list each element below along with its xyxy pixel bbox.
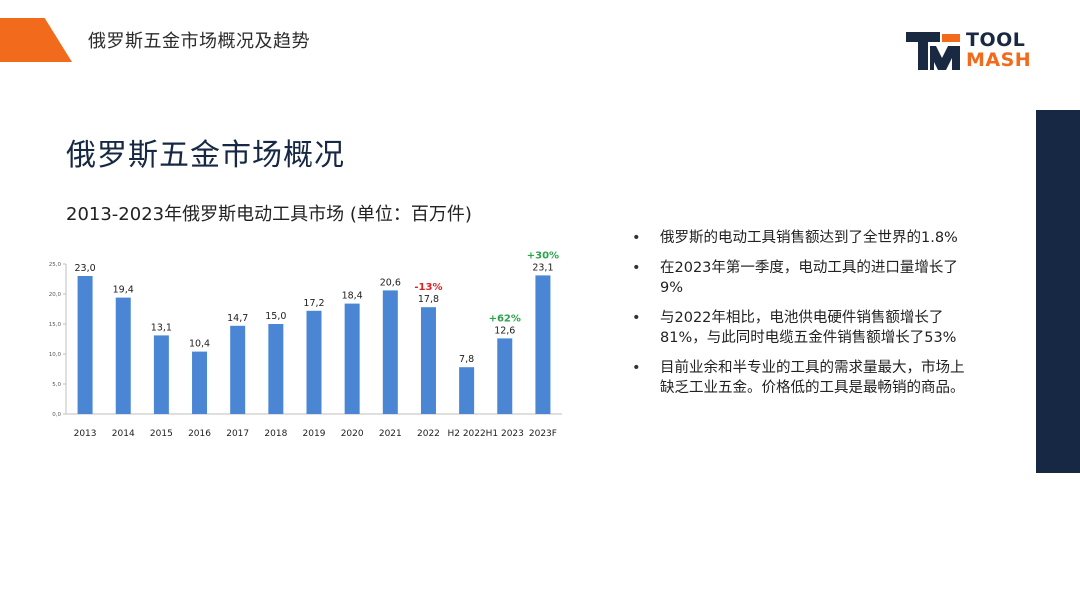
bar (382, 290, 398, 414)
bullet-item: 与2022年相比，电池供电硬件销售额增长了81%，与此同时电缆五金件销售额增长了… (632, 308, 977, 348)
y-tick-label: 10,0 (49, 352, 62, 358)
data-label: 13,1 (151, 322, 172, 333)
bullet-list: 俄罗斯的电动工具销售额达到了全世界的1.8% 在2023年第一季度，电动工具的进… (632, 228, 977, 408)
data-label: 18,4 (342, 291, 363, 302)
header-title: 俄罗斯五金市场概况及趋势 (88, 31, 310, 52)
y-tick-label: 25,0 (49, 262, 62, 268)
bullet-item: 俄罗斯的电动工具销售额达到了全世界的1.8% (632, 228, 977, 248)
x-tick-label: H2 2022 (447, 429, 485, 439)
change-annotation: +30% (527, 250, 559, 261)
data-label: 12,6 (494, 325, 515, 336)
toolmash-logo: TOOL MASH (906, 30, 1041, 72)
x-tick-label: 2020 (341, 429, 364, 439)
logo-text-tool: TOOL (966, 29, 1026, 51)
bullet-item: 目前业余和半专业的工具的需求量最大，市场上缺乏工业五金。价格低的工具是最畅销的商… (632, 358, 977, 398)
data-label: 14,7 (227, 313, 248, 324)
change-annotation: +62% (489, 313, 521, 324)
bar (115, 297, 131, 414)
data-label: 23,0 (74, 263, 95, 274)
bar (535, 275, 551, 414)
data-label: 19,4 (113, 285, 134, 296)
x-tick-label: 2015 (150, 429, 173, 439)
data-label: 15,0 (265, 311, 286, 322)
corner-accent-shape (0, 18, 72, 62)
x-tick-label: 2017 (226, 429, 249, 439)
data-label: 10,4 (189, 339, 210, 350)
bar (268, 324, 284, 414)
bullet-item: 在2023年第一季度，电动工具的进口量增长了9% (632, 258, 977, 298)
data-label: 20,6 (380, 277, 401, 288)
x-tick-label: 2013 (74, 429, 97, 439)
bar (344, 303, 360, 414)
x-tick-label: 2023F (529, 429, 557, 439)
data-label: 17,2 (303, 298, 324, 309)
chart-title: 2013-2023年俄罗斯电动工具市场 (单位：百万件) (66, 204, 472, 225)
x-tick-label: 2022 (417, 429, 440, 439)
x-tick-label: 2021 (379, 429, 402, 439)
bar (497, 338, 513, 414)
bar-chart: 0,0 5,0 10,0 15,0 20,0 25,0 23,0 2013 19,4 2014 13… (49, 250, 562, 439)
bar (459, 367, 475, 414)
x-tick-label: 2016 (188, 429, 211, 439)
logo-wordmark: TOOL MASH (966, 30, 1031, 70)
side-accent-bar (1036, 110, 1080, 473)
page-title: 俄罗斯五金市场概况 (66, 138, 345, 173)
bar (192, 351, 208, 414)
data-label: 7,8 (459, 354, 474, 365)
x-tick-label: H1 2023 (486, 429, 524, 439)
bar (420, 307, 436, 414)
x-tick-label: 2014 (112, 429, 135, 439)
x-tick-label: 2018 (264, 429, 287, 439)
toolmash-logo-icon (906, 32, 960, 70)
bar (230, 325, 246, 414)
y-tick-label: 15,0 (49, 322, 62, 328)
y-tick-label: 20,0 (49, 292, 62, 298)
y-tick-label: 0,0 (52, 412, 61, 418)
y-tick-label: 5,0 (52, 382, 61, 388)
data-label: 17,8 (418, 294, 439, 305)
bar (306, 310, 322, 414)
change-annotation: -13% (414, 282, 442, 293)
data-label: 23,1 (532, 262, 553, 273)
logo-text-mash: MASH (966, 49, 1032, 71)
x-tick-label: 2019 (303, 429, 326, 439)
bar (153, 335, 169, 414)
bar (77, 276, 93, 414)
